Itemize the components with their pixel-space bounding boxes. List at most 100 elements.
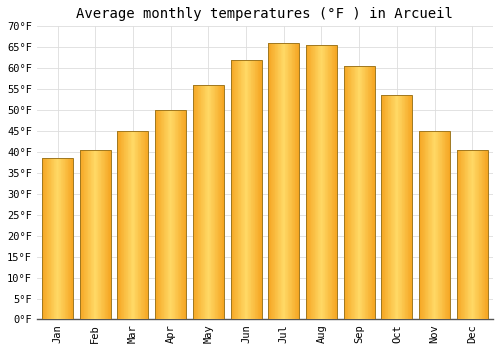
Bar <box>426 131 427 320</box>
Bar <box>232 60 233 320</box>
Bar <box>216 85 217 320</box>
Bar <box>122 131 123 320</box>
Bar <box>331 45 332 320</box>
Bar <box>402 96 403 320</box>
Bar <box>446 131 447 320</box>
Bar <box>442 131 443 320</box>
Bar <box>312 45 313 320</box>
Bar <box>473 150 474 320</box>
Bar <box>170 110 172 320</box>
Bar <box>270 43 272 320</box>
Bar <box>286 43 287 320</box>
Bar <box>348 66 349 320</box>
Bar <box>279 43 280 320</box>
Bar <box>464 150 466 320</box>
Bar <box>194 85 195 320</box>
Bar <box>57 158 58 320</box>
Bar <box>469 150 470 320</box>
Bar <box>328 45 329 320</box>
Bar <box>54 158 55 320</box>
Bar <box>349 66 350 320</box>
Bar <box>144 131 146 320</box>
Bar <box>209 85 210 320</box>
Bar <box>174 110 176 320</box>
Bar <box>364 66 366 320</box>
Bar <box>50 158 51 320</box>
Bar <box>103 150 104 320</box>
Bar <box>252 60 253 320</box>
Bar <box>244 60 246 320</box>
Bar <box>290 43 292 320</box>
Bar <box>60 158 62 320</box>
Bar <box>89 150 90 320</box>
Bar <box>313 45 314 320</box>
Bar <box>448 131 450 320</box>
Bar <box>460 150 462 320</box>
Bar <box>243 60 244 320</box>
Bar <box>444 131 446 320</box>
Bar <box>99 150 100 320</box>
Bar <box>274 43 276 320</box>
Bar <box>434 131 436 320</box>
Bar <box>310 45 312 320</box>
Bar <box>127 131 128 320</box>
Bar <box>336 45 337 320</box>
Bar <box>472 150 473 320</box>
Bar <box>208 85 209 320</box>
Bar <box>49 158 50 320</box>
Bar <box>118 131 148 320</box>
Bar <box>147 131 148 320</box>
Bar <box>136 131 137 320</box>
Bar <box>388 96 389 320</box>
Bar <box>389 96 390 320</box>
Bar <box>236 60 237 320</box>
Bar <box>404 96 406 320</box>
Bar <box>72 158 73 320</box>
Bar <box>443 131 444 320</box>
Bar <box>217 85 218 320</box>
Bar <box>386 96 387 320</box>
Bar <box>234 60 236 320</box>
Bar <box>253 60 254 320</box>
Bar <box>85 150 86 320</box>
Bar <box>268 43 299 320</box>
Bar <box>56 158 57 320</box>
Bar <box>197 85 198 320</box>
Bar <box>107 150 108 320</box>
Bar <box>202 85 203 320</box>
Bar <box>433 131 434 320</box>
Bar <box>424 131 426 320</box>
Bar <box>90 150 92 320</box>
Bar <box>480 150 481 320</box>
Bar <box>390 96 392 320</box>
Bar <box>140 131 141 320</box>
Bar <box>273 43 274 320</box>
Bar <box>393 96 394 320</box>
Bar <box>173 110 174 320</box>
Bar <box>55 158 56 320</box>
Bar <box>308 45 309 320</box>
Bar <box>159 110 160 320</box>
Bar <box>293 43 294 320</box>
Bar <box>366 66 367 320</box>
Bar <box>183 110 184 320</box>
Bar <box>276 43 277 320</box>
Bar <box>350 66 352 320</box>
Bar <box>199 85 200 320</box>
Bar <box>319 45 320 320</box>
Bar <box>200 85 202 320</box>
Bar <box>429 131 430 320</box>
Bar <box>463 150 464 320</box>
Bar <box>398 96 399 320</box>
Bar <box>481 150 482 320</box>
Bar <box>126 131 127 320</box>
Bar <box>438 131 439 320</box>
Bar <box>419 131 450 320</box>
Bar <box>287 43 288 320</box>
Bar <box>94 150 96 320</box>
Bar <box>467 150 468 320</box>
Bar <box>326 45 327 320</box>
Bar <box>214 85 216 320</box>
Bar <box>129 131 130 320</box>
Bar <box>163 110 164 320</box>
